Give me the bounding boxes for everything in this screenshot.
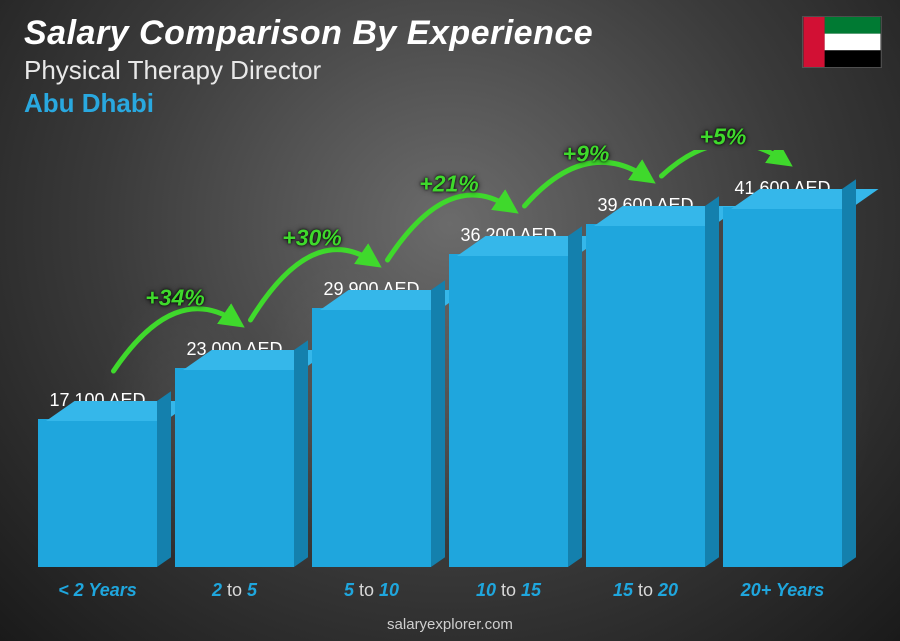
x-label: 5 to 10: [312, 580, 431, 601]
bar: [586, 224, 705, 567]
bar-slot: 36,200 AED: [449, 225, 568, 567]
x-label: < 2 Years: [38, 580, 157, 601]
bar-slot: 23,000 AED: [175, 339, 294, 567]
bar: [175, 368, 294, 567]
title-sub: Physical Therapy Director: [24, 55, 876, 86]
increase-pct: +9%: [563, 141, 610, 168]
bar: [449, 254, 568, 567]
x-label: 2 to 5: [175, 580, 294, 601]
bar-slot: 29,900 AED: [312, 279, 431, 567]
footer-credit: salaryexplorer.com: [0, 616, 900, 633]
increase-pct: +34%: [145, 285, 204, 312]
increase-pct: +21%: [419, 171, 478, 198]
bar: [312, 308, 431, 567]
header: Salary Comparison By Experience Physical…: [24, 14, 876, 119]
x-label: 10 to 15: [449, 580, 568, 601]
uae-flag-icon: [802, 16, 882, 68]
bar-chart: 17,100 AED23,000 AED29,900 AED36,200 AED…: [30, 150, 850, 567]
title-main: Salary Comparison By Experience: [24, 14, 876, 53]
bars-container: 17,100 AED23,000 AED29,900 AED36,200 AED…: [30, 150, 850, 567]
bar-slot: 17,100 AED: [38, 390, 157, 567]
x-label: 15 to 20: [586, 580, 705, 601]
bar-slot: 39,600 AED: [586, 195, 705, 567]
x-axis-labels: < 2 Years 2 to 5 5 to 10 10 to 15 15 to 20 20…: [30, 580, 850, 601]
bar-slot: 41,600 AED: [723, 178, 842, 567]
bar: [38, 419, 157, 567]
infographic-canvas: Salary Comparison By Experience Physical…: [0, 0, 900, 641]
bar: [723, 207, 842, 567]
increase-pct: +30%: [282, 225, 341, 252]
title-location: Abu Dhabi: [24, 88, 876, 119]
increase-pct: +5%: [700, 124, 747, 151]
x-label: 20+ Years: [723, 580, 842, 601]
